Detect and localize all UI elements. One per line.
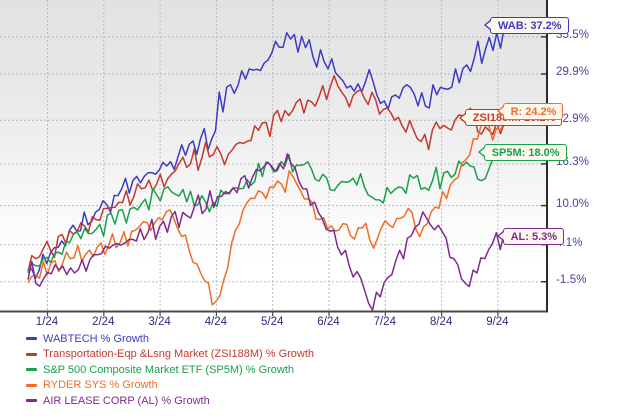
end-label-text: R: 24.2%: [510, 105, 557, 118]
legend-swatch: [26, 383, 37, 387]
legend-item[interactable]: Transportation-Eqp &Lsng Market (ZSI188M…: [26, 347, 314, 363]
y-axis-tick-label: 10.0%: [556, 198, 590, 211]
end-label-al: AL: 5.3%: [496, 227, 565, 245]
end-label-r: R: 24.2%: [496, 102, 564, 120]
callout-tip-inner: [498, 232, 504, 241]
x-axis-tick-label: 7/24: [373, 316, 396, 328]
x-axis-tick-label: 6/24: [317, 316, 340, 328]
x-axis-tick-label: 1/24: [35, 316, 59, 328]
legend-swatch: [26, 352, 37, 356]
legend-label: Transportation-Eqp &Lsng Market (ZSI188M…: [43, 348, 315, 361]
end-label-text: WAB: 37.2%: [498, 19, 562, 32]
legend-item[interactable]: S&P 500 Composite Market ETF (SP5M) % Gr…: [26, 362, 314, 378]
chart-legend: WABTECH % Growth Transportation-Eqp &Lsng…: [26, 331, 314, 409]
series-line-al: [27, 153, 509, 311]
legend-label: S&P 500 Composite Market ETF (SP5M) % Gr…: [43, 363, 295, 376]
callout-tip-inner: [498, 107, 504, 116]
plot-background: [0, 0, 548, 311]
x-axis-tick-label: 3/24: [148, 316, 171, 328]
x-axis-tick-label: 9/24: [486, 316, 509, 328]
series-lines: [27, 24, 509, 311]
legend-swatch: [26, 337, 37, 341]
x-axis-tick-label: 8/24: [429, 316, 453, 328]
legend-label: AIR LEASE CORP (AL) % Growth: [43, 394, 210, 407]
series-line-wab: [27, 24, 509, 279]
legend-item[interactable]: RYDER SYS % Growth: [26, 378, 314, 394]
legend-item[interactable]: WABTECH % Growth: [26, 331, 314, 347]
y-axis-tick-label: -1.5%: [556, 274, 587, 287]
x-axis-tick-label: 5/24: [260, 316, 284, 328]
end-label-text: SP5M: 18.0%: [491, 146, 560, 159]
callout-tip-inner: [479, 148, 485, 157]
legend-item[interactable]: AIR LEASE CORP (AL) % Growth: [26, 393, 314, 409]
series-line-zsi188m: [27, 74, 509, 272]
y-axis-tick-label: 29.9%: [556, 66, 590, 79]
end-label-sp5m: SP5M: 18.0%: [477, 143, 567, 161]
x-axis-tick-label: 2/24: [92, 316, 115, 328]
callout-tip-inner: [486, 21, 491, 30]
y-axis-tick-label: 22.9%: [556, 112, 590, 125]
legend-swatch: [26, 399, 37, 403]
end-label-text: AL: 5.3%: [510, 230, 558, 243]
x-axis-tick-label: 4/24: [204, 316, 228, 328]
legend-label: RYDER SYS % Growth: [43, 379, 158, 392]
end-label-wab: WAB: 37.2%: [484, 16, 569, 34]
legend-label: WABTECH % Growth: [43, 332, 149, 345]
legend-swatch: [26, 368, 37, 372]
callout-tip-inner: [460, 113, 466, 122]
